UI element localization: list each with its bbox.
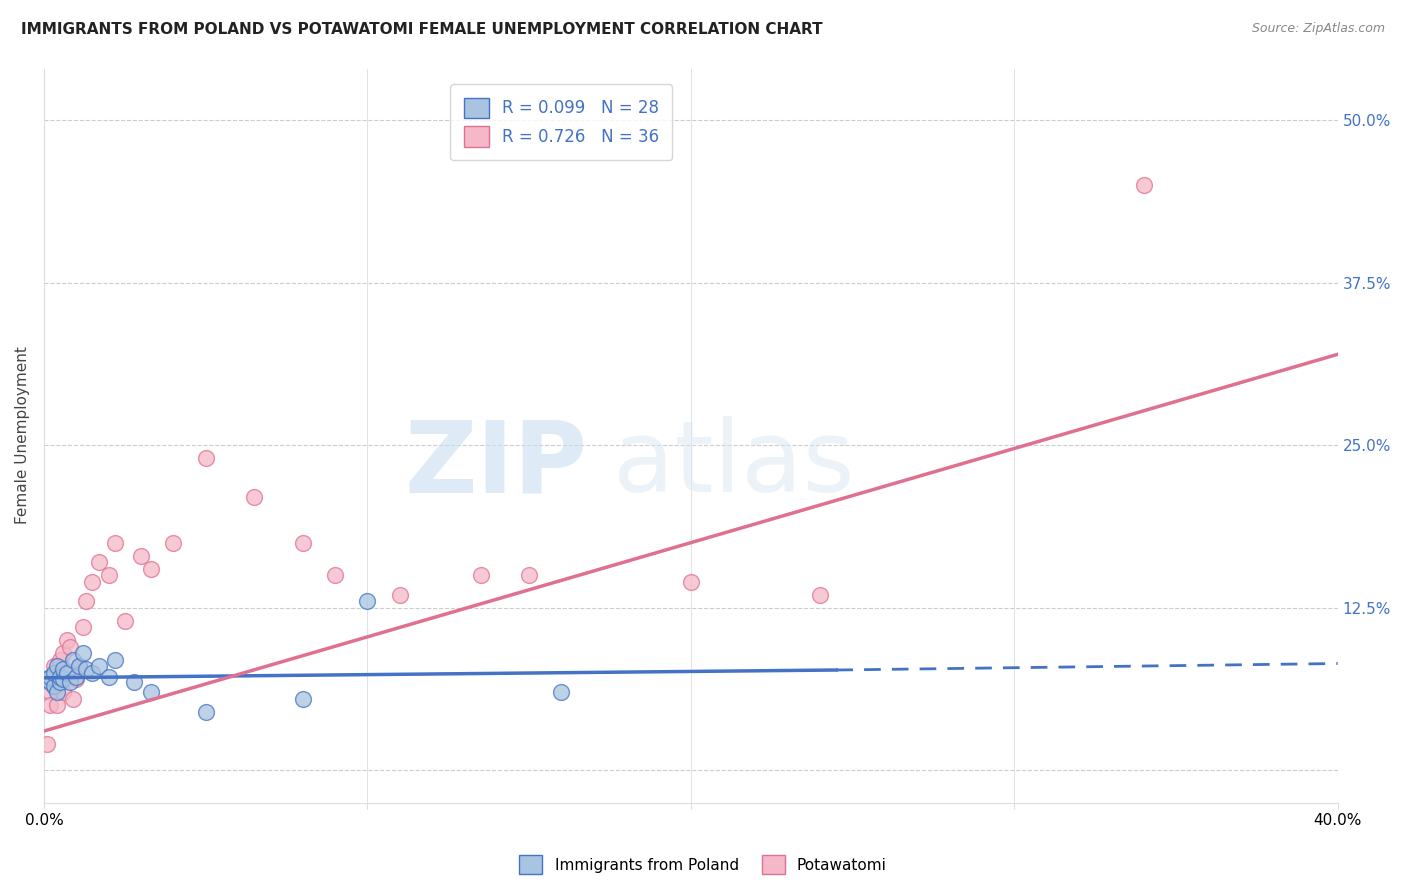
Point [39, 685, 62, 699]
Point [87, 659, 110, 673]
Point [323, 568, 346, 582]
Y-axis label: Female Unemployment: Female Unemployment [15, 347, 30, 524]
Point [45, 672, 67, 686]
Point [356, 594, 378, 608]
Text: IMMIGRANTS FROM POLAND VS POTAWATOMI FEMALE UNEMPLOYMENT CORRELATION CHART: IMMIGRANTS FROM POLAND VS POTAWATOMI FEM… [21, 22, 823, 37]
Text: Source: ZipAtlas.com: Source: ZipAtlas.com [1251, 22, 1385, 36]
Point [52, 662, 75, 676]
Point [62, 652, 84, 666]
Point [808, 588, 831, 602]
Point [139, 562, 162, 576]
Point [52, 672, 75, 686]
Legend: Immigrants from Poland, Potawatomi: Immigrants from Poland, Potawatomi [513, 849, 893, 880]
Point [65, 672, 87, 686]
Point [37, 672, 59, 686]
Point [97, 669, 120, 683]
Point [65, 669, 87, 683]
Point [97, 568, 120, 582]
Point [62, 691, 84, 706]
Point [104, 535, 127, 549]
Point [55, 665, 77, 680]
Point [69, 659, 91, 673]
Point [45, 698, 67, 712]
Point [114, 614, 136, 628]
Point [388, 588, 411, 602]
Point [291, 691, 314, 706]
Point [59, 674, 82, 689]
Point [517, 568, 540, 582]
Point [243, 490, 266, 504]
Text: atlas: atlas [613, 417, 855, 514]
Legend: R = 0.099   N = 28, R = 0.726   N = 36: R = 0.099 N = 28, R = 0.726 N = 36 [450, 84, 672, 160]
Text: ZIP: ZIP [405, 417, 588, 514]
Point [52, 685, 75, 699]
Point [42, 665, 65, 680]
Point [75, 662, 97, 676]
Point [104, 652, 127, 666]
Point [679, 574, 702, 589]
Point [39, 674, 62, 689]
Point [1132, 178, 1154, 193]
Point [72, 620, 94, 634]
Point [69, 659, 91, 673]
Point [49, 652, 72, 666]
Point [470, 568, 492, 582]
Point [550, 685, 572, 699]
Point [49, 665, 72, 680]
Point [45, 659, 67, 673]
Point [72, 646, 94, 660]
Point [75, 594, 97, 608]
Point [49, 674, 72, 689]
Point [82, 665, 104, 680]
Point [39, 698, 62, 712]
Point [42, 679, 65, 693]
Point [42, 659, 65, 673]
Point [87, 555, 110, 569]
Point [124, 674, 146, 689]
Point [37, 737, 59, 751]
Point [129, 549, 152, 563]
Point [55, 633, 77, 648]
Point [39, 669, 62, 683]
Point [162, 535, 184, 549]
Point [291, 535, 314, 549]
Point [59, 640, 82, 654]
Point [49, 669, 72, 683]
Point [45, 685, 67, 699]
Point [42, 679, 65, 693]
Point [139, 685, 162, 699]
Point [82, 574, 104, 589]
Point [194, 705, 217, 719]
Point [194, 451, 217, 466]
Point [52, 646, 75, 660]
